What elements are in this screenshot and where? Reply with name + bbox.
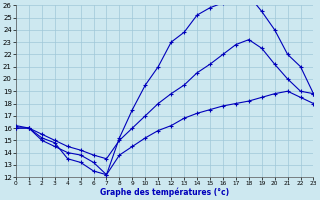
X-axis label: Graphe des températures (°c): Graphe des températures (°c) [100, 188, 229, 197]
